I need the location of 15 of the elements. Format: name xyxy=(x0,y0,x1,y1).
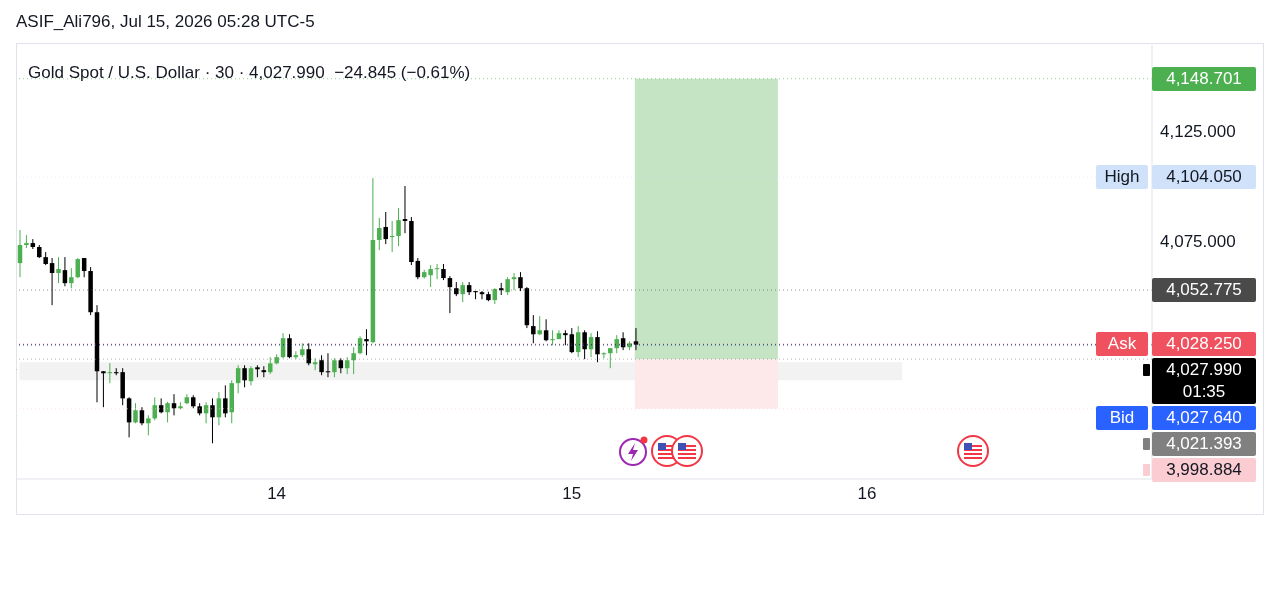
text: High 4,104.050 xyxy=(1104,167,1242,187)
x-tick-label: 15 xyxy=(562,484,582,504)
legend-label: 4,021.393 xyxy=(1152,432,1256,457)
text: Ask 4,028.250 xyxy=(1107,334,1242,354)
text: Bid 4,027.640 xyxy=(1109,408,1242,428)
legend-label: 4,027.990 01:35 xyxy=(1152,358,1256,403)
ref-line-label: 4,052.775 xyxy=(1152,278,1256,303)
legend-label: 3,998.884 xyxy=(1152,458,1256,483)
text: ASIF_Ali796, Jul 15, 2026 05:28 UTC-5 xyxy=(16,12,315,31)
text: Gold Spot / U.S. Dollar · 30 · 4,027.990 −24.845 (−0.61%) xyxy=(28,63,471,83)
ref-line-label: 4,148.701 xyxy=(1152,66,1256,91)
y-tick-label: 4,075.000 xyxy=(1160,232,1236,252)
y-tick-label: 4,125.000 xyxy=(1160,121,1236,141)
x-tick-label: 16 xyxy=(857,484,877,504)
x-tick-label: 14 xyxy=(267,484,287,504)
